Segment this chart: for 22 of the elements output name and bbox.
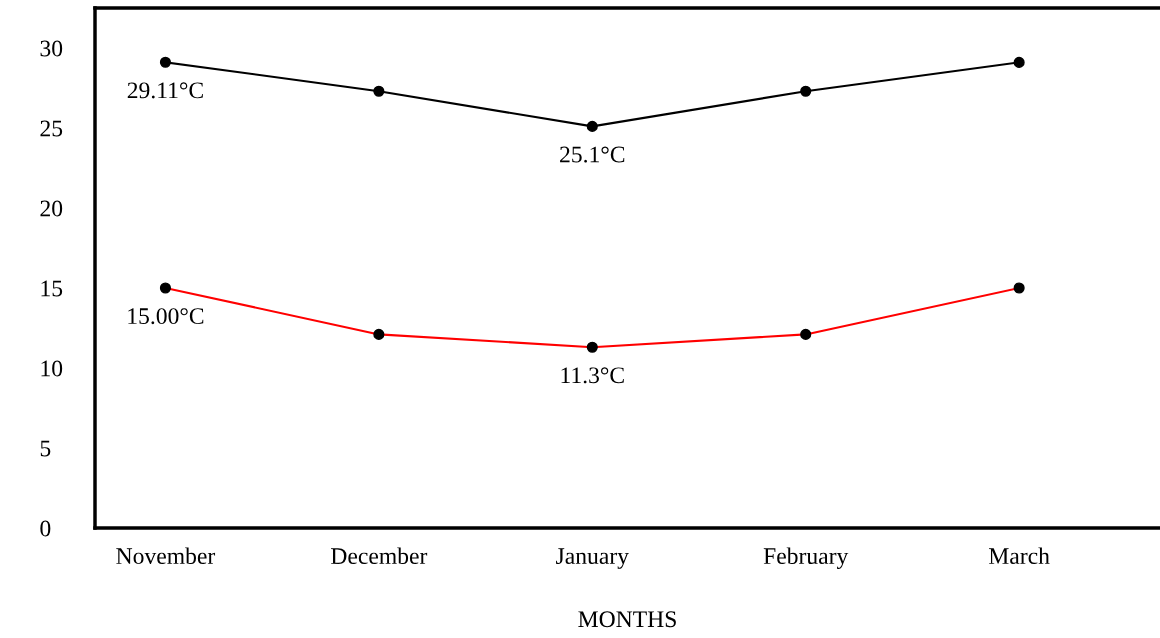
y-tick-label: 25 <box>40 120 63 137</box>
x-tick-label: March <box>989 547 1050 565</box>
x-tick-label: February <box>763 547 849 569</box>
x-axis-title: MONTHS <box>578 611 676 628</box>
data-label: 25.1°C <box>560 146 625 163</box>
y-tick-label: 5 <box>40 440 51 457</box>
x-tick-label: November <box>116 547 216 565</box>
y-tick-label: 20 <box>40 200 63 217</box>
point <box>800 85 812 97</box>
x-tick-label: January <box>556 548 629 569</box>
data-label: 29.11°C <box>127 82 203 99</box>
point <box>159 56 171 68</box>
y-tick-label: 30 <box>40 40 63 57</box>
y-tick-label: 0 <box>40 520 51 537</box>
point <box>373 85 385 97</box>
point <box>1013 56 1025 68</box>
data-label: 11.3°C <box>561 367 624 384</box>
x-tick-label: December <box>331 547 428 565</box>
data-label: 15.00°C <box>128 308 204 325</box>
point <box>586 120 598 132</box>
y-tick-label: 10 <box>41 360 63 377</box>
y-tick-label: 15 <box>41 280 63 297</box>
